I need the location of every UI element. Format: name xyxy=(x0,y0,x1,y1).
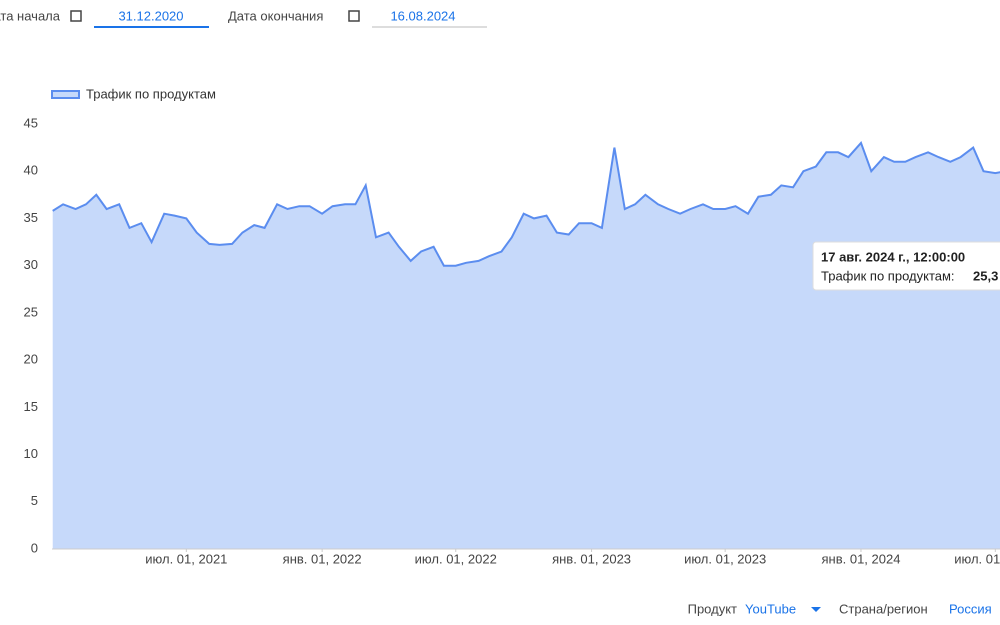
x-tick-label: янв. 01, 2024 xyxy=(821,551,900,566)
tooltip-box xyxy=(812,241,1000,291)
product-label: Продукт xyxy=(688,601,737,616)
x-tick-label: янв. 01, 2023 xyxy=(552,551,631,566)
tooltip-label: Трафик по продуктам: xyxy=(821,268,955,283)
y-tick-label: 0 xyxy=(31,540,38,555)
tooltip-title: 17 авг. 2024 г., 12:00:00 xyxy=(821,249,965,264)
area xyxy=(52,142,1000,549)
y-tick-label: 25 xyxy=(24,304,38,319)
legend-label: Трафик по продуктам xyxy=(86,86,216,101)
x-tick-label: июл. 01, 2023 xyxy=(684,551,766,566)
line xyxy=(52,140,1000,267)
region-label: Страна/регион xyxy=(839,601,928,616)
legend-swatch xyxy=(51,90,80,99)
end-date[interactable]: 16.08.2024 xyxy=(390,8,455,23)
calendar-icon[interactable] xyxy=(348,10,360,22)
region-value[interactable]: Россия xyxy=(949,601,992,616)
start-label: Дата начала xyxy=(0,8,61,23)
chart: 0 5 10 15 20 25 30 35 40 45 июл. 01, 2021 янв. 01, … xyxy=(24,86,1000,566)
dropdown-arrow[interactable] xyxy=(811,607,821,612)
x-tick-label: июл. 01, 2021 xyxy=(145,551,227,566)
y-tick-label: 40 xyxy=(24,163,38,178)
y-tick-label: 30 xyxy=(24,257,38,272)
x-tick-label: июл. 01, 2024 xyxy=(954,551,1000,566)
end-label: Дата окончания xyxy=(228,8,323,23)
y-tick-label: 45 xyxy=(24,115,38,130)
tooltip-value: 25,3 xyxy=(973,268,998,283)
y-tick-label: 35 xyxy=(24,210,38,225)
x-tick-label: июл. 01, 2022 xyxy=(415,551,497,566)
y-tick-label: 5 xyxy=(31,493,38,508)
tooltip: 17 авг. 2024 г., 12:00:00 Трафик по прод… xyxy=(812,241,1000,291)
start-date[interactable]: 31.12.2020 xyxy=(118,8,183,23)
product-value[interactable]: YouTube xyxy=(745,601,796,616)
calendar-icon[interactable] xyxy=(70,10,82,22)
x-tick-label: янв. 01, 2022 xyxy=(283,551,362,566)
y-tick-label: 20 xyxy=(24,352,38,367)
y-tick-label: 10 xyxy=(24,446,38,461)
y-tick-label: 15 xyxy=(24,399,38,414)
